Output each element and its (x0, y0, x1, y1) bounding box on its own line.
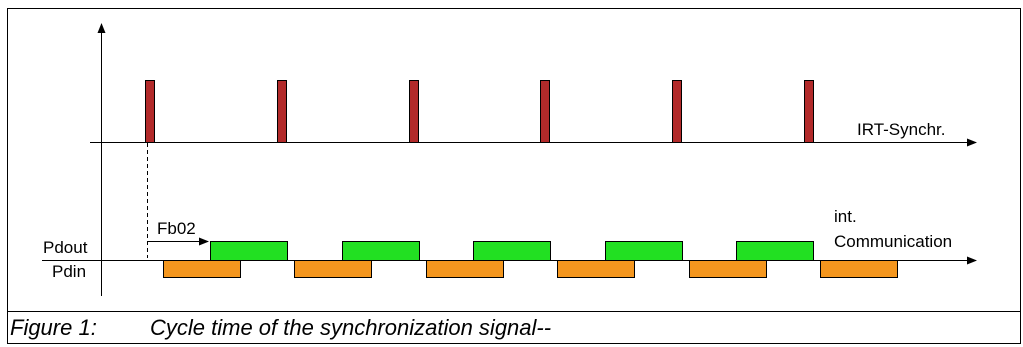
sync-pulse (672, 80, 682, 143)
pdout-block (736, 241, 814, 261)
pdin-block (557, 260, 635, 278)
figure-border (7, 8, 1021, 344)
pdin-block (163, 260, 241, 278)
sync-pulse (804, 80, 814, 143)
sync-pulses (145, 80, 814, 143)
pdin-block (820, 260, 898, 278)
pdin-block (426, 260, 504, 278)
pdin-block (294, 260, 372, 278)
pdout-block (342, 241, 420, 261)
figure-number: Figure 1: (10, 315, 97, 340)
pdout-block (473, 241, 551, 261)
pdout-block (605, 241, 683, 261)
pdout-blocks (210, 241, 814, 261)
pdin-block (689, 260, 767, 278)
pdout-block (210, 241, 288, 261)
pdin-blocks (163, 260, 898, 278)
sync-pulse (540, 80, 550, 143)
sync-pulse (145, 80, 155, 143)
pdout-label: Pdout (43, 238, 88, 257)
communication-label: Communication (834, 232, 952, 251)
pdin-label: Pdin (52, 262, 86, 281)
fb02-label: Fb02 (157, 219, 196, 238)
figure-caption: Cycle time of the synchronization signal… (150, 315, 551, 340)
sync-pulse (409, 80, 419, 143)
sync-pulse (277, 80, 287, 143)
int-label: int. (834, 207, 857, 226)
irt-synchr-label: IRT-Synchr. (857, 120, 946, 139)
